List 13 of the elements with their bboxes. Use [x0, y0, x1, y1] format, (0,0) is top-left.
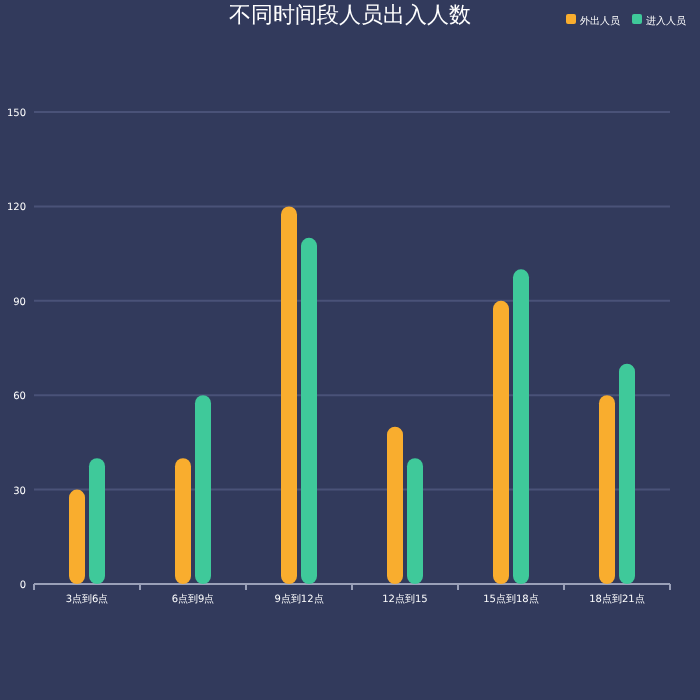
bar	[387, 426, 403, 584]
bar	[599, 395, 615, 584]
bar	[195, 395, 211, 584]
bar	[301, 237, 317, 584]
bar	[493, 300, 509, 584]
bar	[89, 458, 105, 584]
bar	[69, 489, 85, 584]
bar	[619, 363, 635, 584]
bar	[407, 458, 423, 584]
bar	[513, 269, 529, 584]
bar	[281, 206, 297, 584]
chart-title: 不同时间段人员出入人数	[229, 2, 471, 28]
bar	[175, 458, 191, 584]
